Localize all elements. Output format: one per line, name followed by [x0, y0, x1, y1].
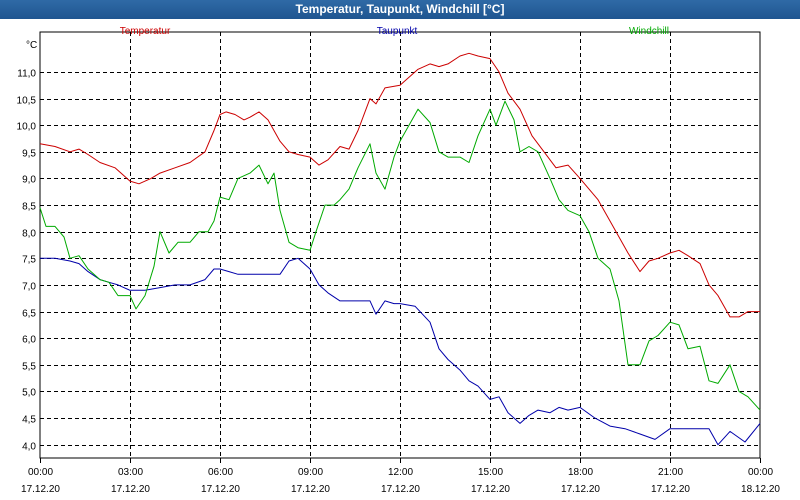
x-tick-date: 17.12.20: [291, 484, 330, 495]
x-tick-date: 17.12.20: [561, 484, 600, 495]
x-tick-time: 09:00: [298, 467, 323, 478]
x-tick-time: 06:00: [208, 467, 233, 478]
x-tick-date: 17.12.20: [381, 484, 420, 495]
window-title: Temperatur, Taupunkt, Windchill [°C]: [295, 2, 505, 16]
x-tick-date: 17.12.20: [651, 484, 690, 495]
y-tick-label: 5,0: [22, 388, 36, 399]
x-tick-time: 03:00: [118, 467, 143, 478]
y-tick-label: 7,5: [22, 255, 36, 266]
y-axis-label: °C: [26, 40, 37, 51]
y-tick-label: 9,5: [22, 149, 36, 160]
y-tick-label: 6,5: [22, 309, 36, 320]
y-tick-label: 11,0: [17, 69, 36, 80]
x-tick-date: 17.12.20: [201, 484, 240, 495]
x-tick-time: 00:00: [748, 467, 773, 478]
x-tick-time: 12:00: [388, 467, 413, 478]
x-tick-time: 15:00: [478, 467, 503, 478]
legend-entry-windchill: Windchill: [629, 26, 669, 37]
y-tick-label: 4,5: [22, 415, 36, 426]
window-title-bar: Temperatur, Taupunkt, Windchill [°C]: [0, 0, 800, 19]
line-chart: 4,0 4,5 5,0 5,5 6,0 6,5 7,0 7,5 8,0 8,5 9,0 9,5 10,0…: [17, 26, 781, 495]
x-tick-date: 18.12.20: [741, 484, 780, 495]
series-line-temperatur: [39, 52, 760, 318]
y-tick-label: 9,0: [22, 175, 36, 186]
x-tick-time: 21:00: [658, 467, 683, 478]
y-tick-label: 8,5: [22, 202, 36, 213]
y-tick-label: 4,0: [22, 442, 36, 453]
x-tick-date: 17.12.20: [471, 484, 510, 495]
y-tick-label: 10,5: [17, 96, 37, 107]
x-tick-date: 17.12.20: [21, 484, 60, 495]
x-tick-time: 00:00: [28, 467, 53, 478]
y-tick-label: 8,0: [22, 229, 36, 240]
chart-area: 4,0 4,5 5,0 5,5 6,0 6,5 7,0 7,5 8,0 8,5 9,0 9,5 10,0…: [0, 19, 800, 500]
series-line-taupunkt: [40, 257, 761, 446]
x-tick-time: 18:00: [568, 467, 593, 478]
y-tick-label: 5,5: [22, 362, 36, 373]
series-line-windchill: [39, 100, 761, 411]
y-tick-label: 10,0: [17, 122, 37, 133]
x-tick-date: 17.12.20: [111, 484, 150, 495]
legend-entry-taupunkt: Taupunkt: [377, 26, 418, 37]
y-tick-label: 7,0: [22, 282, 36, 293]
y-tick-label: 6,0: [22, 335, 36, 346]
legend-entry-temperatur: Temperatur: [120, 26, 171, 37]
